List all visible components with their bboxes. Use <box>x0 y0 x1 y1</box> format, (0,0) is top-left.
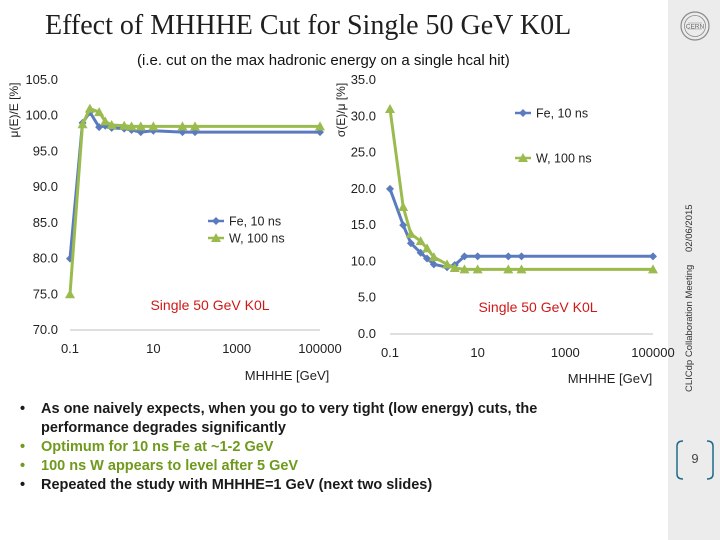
data-point-triangle <box>100 116 111 126</box>
data-point-triangle <box>516 264 527 274</box>
data-point-triangle <box>442 259 453 269</box>
data-point-triangle <box>648 264 658 274</box>
data-point-triangle <box>211 233 221 242</box>
data-point-diamond <box>519 109 527 117</box>
bullet-list: • As one naively expects, when you go to … <box>20 400 620 495</box>
x-tick-label: 10 <box>146 341 160 356</box>
slide-title: Effect of MHHHE Cut for Single 50 GeV K0… <box>45 10 572 41</box>
y-tick-label: 0.0 <box>358 326 376 341</box>
bullet-item: • Repeated the study with MHHHE=1 GeV (ne… <box>20 477 433 493</box>
legend-label: W, 100 ns <box>229 232 285 246</box>
legend-label: W, 100 ns <box>536 152 592 166</box>
x-tick-label: 1000 <box>222 341 251 356</box>
y-tick-label: 75.0 <box>33 286 58 301</box>
data-point-triangle <box>518 153 528 162</box>
y-tick-label: 85.0 <box>33 215 58 230</box>
data-point-triangle <box>428 252 439 262</box>
data-point-diamond <box>517 252 526 261</box>
y-tick-label: 80.0 <box>33 251 58 266</box>
data-point-triangle <box>84 103 95 113</box>
chart-annotation: Single 50 GeV K0L <box>150 297 269 313</box>
page-number: 9 <box>691 451 699 466</box>
data-point-triangle <box>135 121 146 131</box>
data-point-triangle <box>126 121 137 131</box>
chart-annotation: Single 50 GeV K0L <box>478 299 597 315</box>
data-point-triangle <box>503 264 514 274</box>
data-point-triangle <box>398 202 409 211</box>
bullet-item: • 100 ns W appears to level after 5 GeV <box>20 458 299 474</box>
y-tick-label: 20.0 <box>351 181 376 196</box>
data-point-triangle <box>106 120 117 129</box>
x-tick-label: 100000 <box>631 345 674 360</box>
slide-subtitle: (i.e. cut on the max hadronic energy on … <box>137 52 510 69</box>
data-point-triangle <box>94 107 105 117</box>
page-number-bracket-icon <box>676 440 714 480</box>
data-point-triangle <box>65 289 75 299</box>
data-point-triangle <box>190 121 200 131</box>
data-point-diamond <box>386 184 394 193</box>
y-axis-title: σ(E)/μ [%] <box>334 83 348 137</box>
data-point-triangle <box>77 119 88 129</box>
data-point-triangle <box>177 121 188 131</box>
y-tick-label: 35.0 <box>351 72 376 87</box>
data-point-diamond <box>649 252 657 261</box>
data-point-triangle <box>459 264 470 274</box>
y-tick-label: 100.0 <box>25 108 58 123</box>
svg-text:CERN: CERN <box>686 24 705 31</box>
y-tick-label: 105.0 <box>25 72 58 87</box>
x-tick-label: 100000 <box>298 341 341 356</box>
data-point-diamond <box>473 252 482 261</box>
x-axis-title: MHHHE [GeV] <box>245 368 330 383</box>
data-point-triangle <box>405 228 416 238</box>
x-tick-label: 10 <box>470 345 484 360</box>
x-tick-label: 0.1 <box>61 341 79 356</box>
y-tick-label: 25.0 <box>351 145 376 160</box>
data-point-triangle <box>148 121 159 131</box>
series-line <box>388 108 653 271</box>
y-tick-label: 90.0 <box>33 179 58 194</box>
data-point-diamond <box>416 248 425 257</box>
data-point-diamond <box>149 126 158 135</box>
data-point-triangle <box>472 264 483 274</box>
data-point-diamond <box>406 239 415 248</box>
data-point-diamond <box>423 254 432 263</box>
x-axis-title: MHHHE [GeV] <box>568 371 653 386</box>
bullet-item: • Optimum for 10 ns Fe at ~1-2 GeV <box>20 439 274 455</box>
data-point-diamond <box>429 260 438 269</box>
cern-logo-icon: CERN <box>680 11 710 41</box>
data-point-triangle <box>422 243 433 253</box>
data-point-diamond <box>504 252 513 261</box>
legend-label: Fe, 10 ns <box>229 215 281 229</box>
y-tick-label: 10.0 <box>351 253 376 268</box>
data-point-diamond <box>399 221 408 230</box>
bullet-item: • As one naively expects, when you go to … <box>20 401 538 436</box>
y-tick-label: 70.0 <box>33 322 58 337</box>
y-tick-label: 15.0 <box>351 217 376 232</box>
data-point-diamond <box>460 252 469 261</box>
data-point-triangle <box>385 104 395 114</box>
y-tick-label: 5.0 <box>358 290 376 305</box>
data-point-triangle <box>119 120 130 130</box>
y-tick-label: 30.0 <box>351 108 376 123</box>
data-point-triangle <box>415 236 426 246</box>
y-tick-label: 95.0 <box>33 143 58 158</box>
y-axis-title: μ(E)/E [%] <box>7 83 21 138</box>
legend-label: Fe, 10 ns <box>536 107 588 121</box>
data-point-diamond <box>212 217 220 225</box>
x-tick-label: 1000 <box>551 345 580 360</box>
x-tick-label: 0.1 <box>381 345 399 360</box>
data-point-triangle <box>449 262 460 272</box>
data-point-triangle <box>315 121 325 131</box>
